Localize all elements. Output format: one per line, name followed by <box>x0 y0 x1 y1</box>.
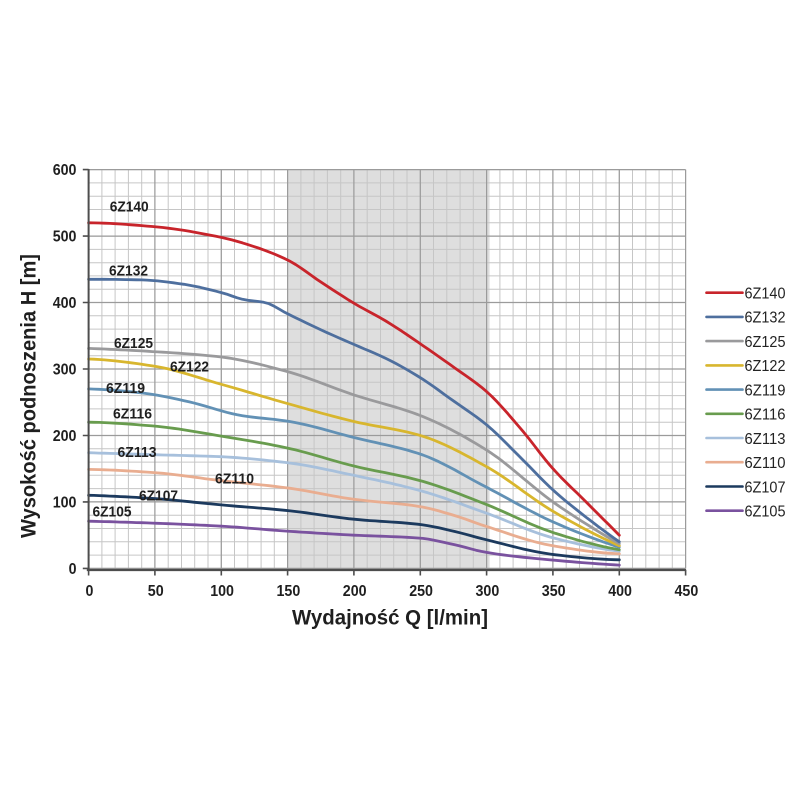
svg-text:350: 350 <box>542 583 566 600</box>
svg-text:6Z119: 6Z119 <box>106 380 145 397</box>
svg-text:6Z110: 6Z110 <box>215 470 254 487</box>
svg-text:6Z125: 6Z125 <box>745 334 786 351</box>
svg-text:50: 50 <box>148 583 164 600</box>
svg-text:6Z113: 6Z113 <box>118 444 157 461</box>
svg-text:6Z116: 6Z116 <box>113 405 152 422</box>
svg-text:150: 150 <box>277 583 301 600</box>
svg-text:6Z119: 6Z119 <box>745 382 786 399</box>
svg-text:0: 0 <box>85 583 93 600</box>
svg-text:6Z140: 6Z140 <box>110 198 149 215</box>
svg-text:6Z113: 6Z113 <box>745 431 786 448</box>
svg-text:450: 450 <box>675 583 699 600</box>
svg-text:6Z132: 6Z132 <box>109 262 148 279</box>
svg-text:0: 0 <box>69 561 77 578</box>
svg-text:6Z125: 6Z125 <box>114 335 153 352</box>
svg-text:6Z122: 6Z122 <box>170 358 209 375</box>
svg-text:300: 300 <box>476 583 500 600</box>
svg-text:6Z110: 6Z110 <box>745 455 786 472</box>
svg-text:6Z116: 6Z116 <box>745 407 786 424</box>
svg-text:6Z105: 6Z105 <box>93 503 132 520</box>
svg-text:100: 100 <box>53 495 77 512</box>
svg-text:Wysokość podnoszenia H [m]: Wysokość podnoszenia H [m] <box>18 254 41 538</box>
svg-text:300: 300 <box>53 362 77 379</box>
svg-text:6Z132: 6Z132 <box>745 310 786 327</box>
svg-text:6Z122: 6Z122 <box>745 358 786 375</box>
svg-text:200: 200 <box>53 428 77 445</box>
svg-text:250: 250 <box>409 583 433 600</box>
svg-text:6Z140: 6Z140 <box>745 286 786 303</box>
svg-text:100: 100 <box>210 583 234 600</box>
svg-text:6Z105: 6Z105 <box>745 504 786 521</box>
svg-text:6Z107: 6Z107 <box>139 487 178 504</box>
svg-text:6Z107: 6Z107 <box>745 479 786 496</box>
svg-text:200: 200 <box>343 583 367 600</box>
svg-text:400: 400 <box>608 583 632 600</box>
svg-text:600: 600 <box>53 162 77 179</box>
svg-text:400: 400 <box>53 295 77 312</box>
svg-text:500: 500 <box>53 229 77 246</box>
svg-text:Wydajność Q [l/min]: Wydajność Q [l/min] <box>292 607 488 630</box>
